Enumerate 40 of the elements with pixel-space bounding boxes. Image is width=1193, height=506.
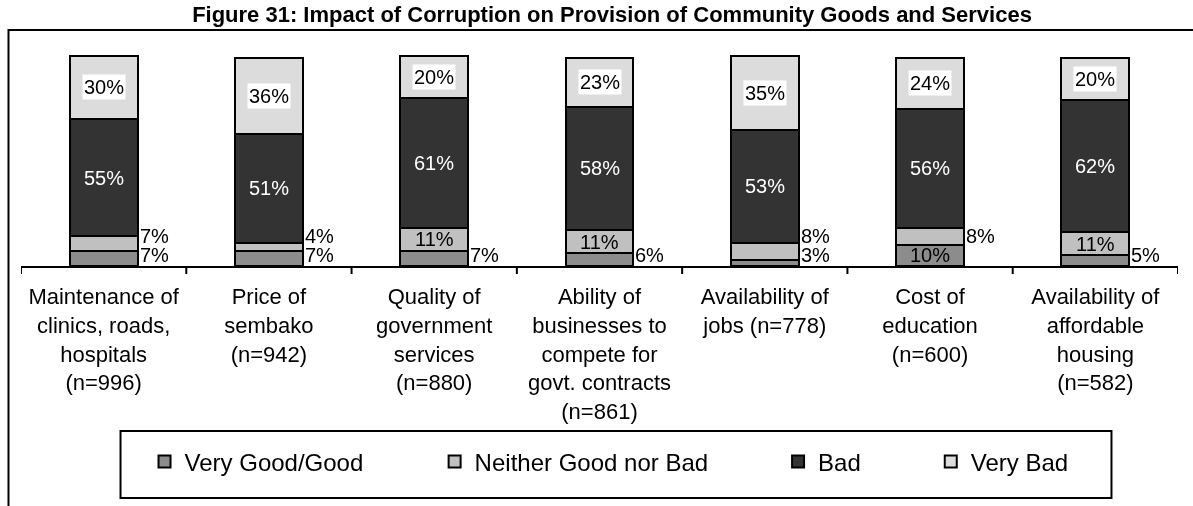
x-tick-label: Cost of education (n=600) xyxy=(882,284,978,367)
data-label: 5% xyxy=(1131,244,1161,266)
data-label: 10% xyxy=(910,244,951,266)
x-tick-label: Availability of affordable housing (n=582) xyxy=(1031,284,1161,396)
legend-label: Very Bad xyxy=(970,448,1069,476)
data-label: 61% xyxy=(414,152,455,174)
data-label: 51% xyxy=(249,177,290,199)
data-label: 11% xyxy=(580,231,619,253)
legend-label: Neither Good nor Bad xyxy=(474,448,709,476)
data-label: 24% xyxy=(910,72,951,94)
data-label: 62% xyxy=(1075,155,1116,177)
data-label: 7% xyxy=(140,225,170,247)
data-label: 58% xyxy=(580,157,621,179)
x-tick-label: Maintenance of clinics, roads, hospitals (n=996) xyxy=(28,284,180,396)
legend-label: Bad xyxy=(818,448,861,476)
x-tick-label: Price of sembako (n=942) xyxy=(224,284,314,367)
data-label: 6% xyxy=(635,244,665,266)
data-label: 7% xyxy=(470,244,500,266)
data-label: 4% xyxy=(305,225,335,247)
data-label: 8% xyxy=(966,225,996,247)
legend-label: Very Good/Good xyxy=(184,448,364,476)
data-label: 23% xyxy=(580,71,621,93)
data-label: 11% xyxy=(1076,233,1115,255)
data-label: 7% xyxy=(305,244,335,266)
x-tick-label: Quality of government services (n=880) xyxy=(376,284,493,396)
data-label: 53% xyxy=(745,175,786,197)
data-label: 8% xyxy=(801,225,831,247)
x-tick-label: Ability of businesses to compete for govt. contracts (n=861) xyxy=(527,284,672,424)
data-label: 56% xyxy=(910,157,951,179)
data-label: 20% xyxy=(1075,68,1116,90)
data-label: 36% xyxy=(249,85,290,107)
data-label: 11% xyxy=(415,228,454,250)
data-label: 30% xyxy=(84,76,125,98)
chart-title: Figure 31: Impact of Corruption on Provision of Community Goods and Services xyxy=(192,1,1032,27)
data-label: 7% xyxy=(140,244,170,266)
x-tick-label: Availability of jobs (n=778) xyxy=(700,284,830,338)
data-label: 20% xyxy=(414,66,455,88)
data-label: 3% xyxy=(801,244,831,266)
data-label: 55% xyxy=(84,167,125,189)
data-label: 35% xyxy=(745,82,786,104)
